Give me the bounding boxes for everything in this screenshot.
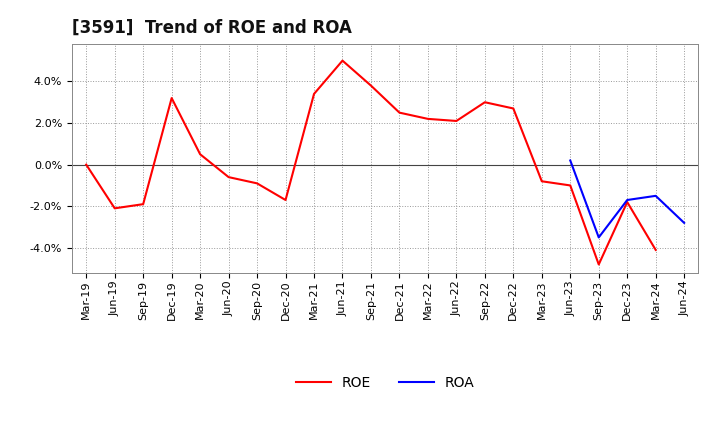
ROE	[595, 262, 603, 267]
ROE	[253, 181, 261, 186]
ROE	[623, 199, 631, 205]
ROE	[139, 202, 148, 207]
ROE	[196, 152, 204, 157]
ROE	[480, 99, 489, 105]
ROA	[680, 220, 688, 226]
Line: ROE: ROE	[86, 61, 656, 264]
ROE	[395, 110, 404, 115]
ROA	[566, 158, 575, 163]
ROE	[423, 116, 432, 121]
ROE	[225, 175, 233, 180]
ROE	[537, 179, 546, 184]
ROE	[167, 95, 176, 101]
ROE	[652, 247, 660, 253]
ROE	[82, 162, 91, 167]
ROE	[509, 106, 518, 111]
ROE	[566, 183, 575, 188]
ROE	[452, 118, 461, 124]
Legend: ROE, ROA: ROE, ROA	[296, 376, 474, 390]
ROE	[338, 58, 347, 63]
ROE	[282, 198, 290, 203]
ROE	[310, 91, 318, 96]
Text: [3591]  Trend of ROE and ROA: [3591] Trend of ROE and ROA	[72, 19, 352, 37]
ROA	[623, 198, 631, 203]
ROE	[366, 83, 375, 88]
Line: ROA: ROA	[570, 161, 684, 238]
ROA	[652, 193, 660, 198]
ROA	[595, 235, 603, 240]
ROE	[110, 205, 119, 211]
